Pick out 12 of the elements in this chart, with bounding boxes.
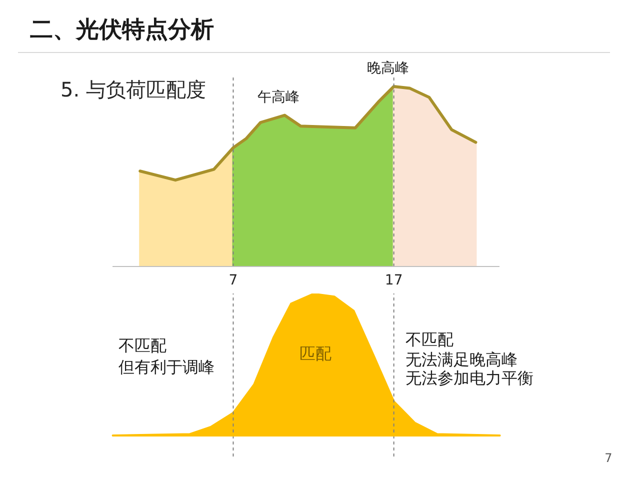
- annotation: 无法参加电力平衡: [406, 368, 534, 388]
- annotation: 不匹配: [118, 336, 166, 355]
- chart-title: 二、光伏特点分析: [30, 16, 214, 45]
- annotation: 午高峰: [258, 89, 300, 106]
- annotation: 但有利于调峰: [118, 358, 214, 377]
- annotation: 无法满足晚高峰: [406, 350, 518, 369]
- annotation: 不匹配: [406, 330, 454, 349]
- annotation: 匹配: [300, 344, 332, 363]
- chart-subtitle: 5. 与负荷匹配度: [60, 78, 206, 102]
- text: 7: [604, 451, 612, 465]
- x-tick-label: 17: [384, 272, 403, 288]
- annotation: 晚高峰: [366, 60, 409, 76]
